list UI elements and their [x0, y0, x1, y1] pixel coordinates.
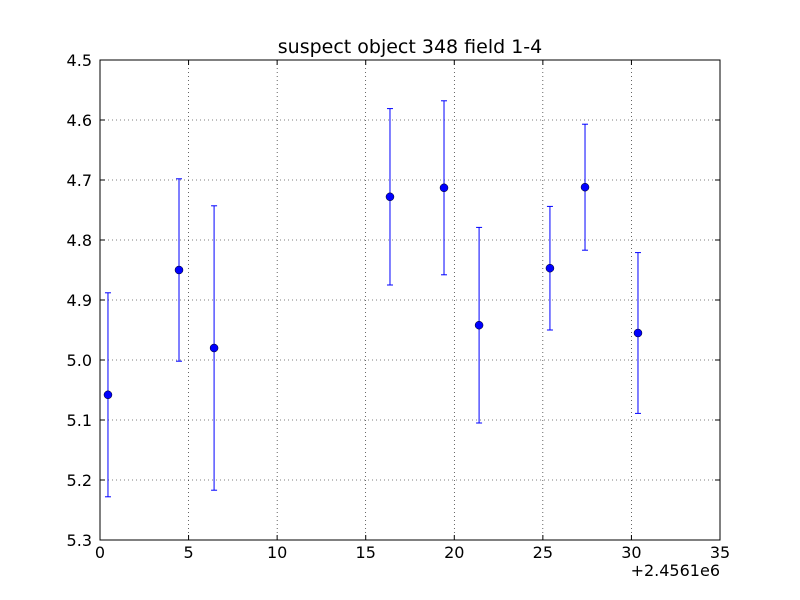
- data-point: [385, 192, 395, 202]
- x-tick-label: 25: [533, 543, 553, 562]
- y-tick-label: 4.8: [67, 231, 92, 250]
- x-tick-label: 0: [95, 543, 105, 562]
- data-point: [545, 263, 555, 273]
- x-tick-label: 15: [356, 543, 376, 562]
- y-tick-label: 5.0: [67, 351, 92, 370]
- y-tick-label: 5.3: [67, 531, 92, 550]
- y-tick-label: 5.1: [67, 411, 92, 430]
- data-point: [439, 183, 449, 193]
- x-tick-label: 5: [183, 543, 193, 562]
- y-tick-label: 4.7: [67, 171, 92, 190]
- y-tick-label: 5.2: [67, 471, 92, 490]
- data-point: [633, 328, 643, 338]
- y-tick-label: 4.5: [67, 51, 92, 70]
- data-point: [474, 320, 484, 330]
- chart-title: suspect object 348 field 1-4: [278, 36, 543, 58]
- x-tick-label: 20: [444, 543, 464, 562]
- data-point: [174, 265, 184, 275]
- x-tick-label: 35: [710, 543, 730, 562]
- x-tick-label: 30: [621, 543, 641, 562]
- plot-frame: [99, 59, 721, 541]
- data-point: [103, 390, 113, 400]
- y-tick-label: 4.9: [67, 291, 92, 310]
- data-point: [209, 343, 219, 353]
- y-tick-label: 4.6: [67, 111, 92, 130]
- x-offset-label: +2.4561e6: [631, 561, 720, 580]
- data-point: [580, 182, 590, 192]
- x-tick-label: 10: [267, 543, 287, 562]
